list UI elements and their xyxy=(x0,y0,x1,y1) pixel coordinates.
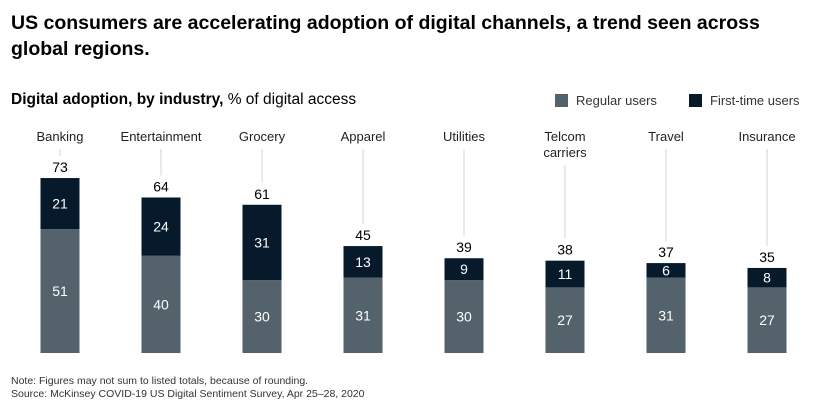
bar-first-time-travel xyxy=(646,263,686,278)
category-label-travel: Travel xyxy=(648,129,684,144)
bar-first-time-entertainment xyxy=(141,197,181,256)
value-label-regular-telcom-carriers: 27 xyxy=(557,312,573,328)
bar-first-time-utilities xyxy=(444,258,484,281)
category-label-apparel: Apparel xyxy=(341,129,386,144)
bar-regular-apparel xyxy=(343,277,383,353)
value-label-regular-utilities: 30 xyxy=(456,309,472,325)
total-label-banking: 73 xyxy=(52,159,68,175)
category-label-entertainment: Entertainment xyxy=(121,129,202,144)
category-label-telcom-carriers-line-1: Telcom xyxy=(544,129,585,144)
total-label-travel: 37 xyxy=(658,244,674,260)
bar-regular-telcom-carriers xyxy=(545,287,585,353)
category-label-utilities: Utilities xyxy=(443,129,485,144)
value-label-regular-banking: 51 xyxy=(52,283,68,299)
bar-regular-utilities xyxy=(444,280,484,353)
bar-first-time-grocery xyxy=(242,204,282,281)
bar-regular-insurance xyxy=(747,287,787,353)
legend-item-first-time-users: First-time users xyxy=(689,93,800,108)
total-label-entertainment: 64 xyxy=(153,178,169,194)
source-note: Source: McKinsey COVID-19 US Digital Sen… xyxy=(11,388,365,400)
value-label-regular-entertainment: 40 xyxy=(153,296,169,312)
bar-first-time-apparel xyxy=(343,246,383,278)
bar-first-time-banking xyxy=(40,178,80,230)
subtitle-unit: % of digital access xyxy=(223,91,357,108)
category-label-telcom-carriers-line-2: carriers xyxy=(543,145,587,160)
bar-regular-travel xyxy=(646,277,686,353)
legend-label-regular: Regular users xyxy=(576,93,657,108)
legend-swatch-regular xyxy=(555,94,568,107)
legend-item-regular-users: Regular users xyxy=(555,93,657,108)
subtitle-bold: Digital adoption, by industry, xyxy=(11,91,224,108)
value-label-first-time-telcom-carriers: 11 xyxy=(558,266,573,282)
total-label-utilities: 39 xyxy=(456,239,472,255)
value-label-first-time-grocery: 31 xyxy=(254,234,270,250)
footnote: Note: Figures may not sum to listed tota… xyxy=(11,375,309,387)
category-label-banking: Banking xyxy=(37,129,84,144)
bar-regular-grocery xyxy=(242,280,282,353)
legend-label-first-time: First-time users xyxy=(710,93,800,108)
value-label-regular-insurance: 27 xyxy=(759,312,775,328)
value-label-regular-apparel: 31 xyxy=(355,307,371,323)
bar-first-time-insurance xyxy=(747,267,787,288)
value-label-first-time-insurance: 8 xyxy=(763,270,771,286)
value-label-regular-travel: 31 xyxy=(658,307,674,323)
total-label-insurance: 35 xyxy=(759,249,775,265)
total-label-telcom-carriers: 38 xyxy=(557,242,573,258)
chart-subtitle: Digital adoption, by industry, % of digi… xyxy=(11,91,356,109)
value-label-first-time-entertainment: 24 xyxy=(153,219,169,235)
value-label-first-time-utilities: 9 xyxy=(460,261,468,277)
value-label-first-time-apparel: 13 xyxy=(355,254,371,270)
value-label-regular-grocery: 30 xyxy=(254,309,270,325)
bar-regular-entertainment xyxy=(141,255,181,353)
chart-title: US consumers are accelerating adoption o… xyxy=(11,12,760,60)
total-label-apparel: 45 xyxy=(355,227,371,243)
total-label-grocery: 61 xyxy=(254,186,270,202)
bar-first-time-telcom-carriers xyxy=(545,260,585,288)
legend-swatch-first-time xyxy=(689,94,702,107)
category-label-grocery: Grocery xyxy=(239,129,286,144)
bar-regular-banking xyxy=(40,229,80,353)
value-label-first-time-banking: 21 xyxy=(52,196,68,212)
category-label-insurance: Insurance xyxy=(738,129,795,144)
value-label-first-time-travel: 6 xyxy=(662,262,670,278)
